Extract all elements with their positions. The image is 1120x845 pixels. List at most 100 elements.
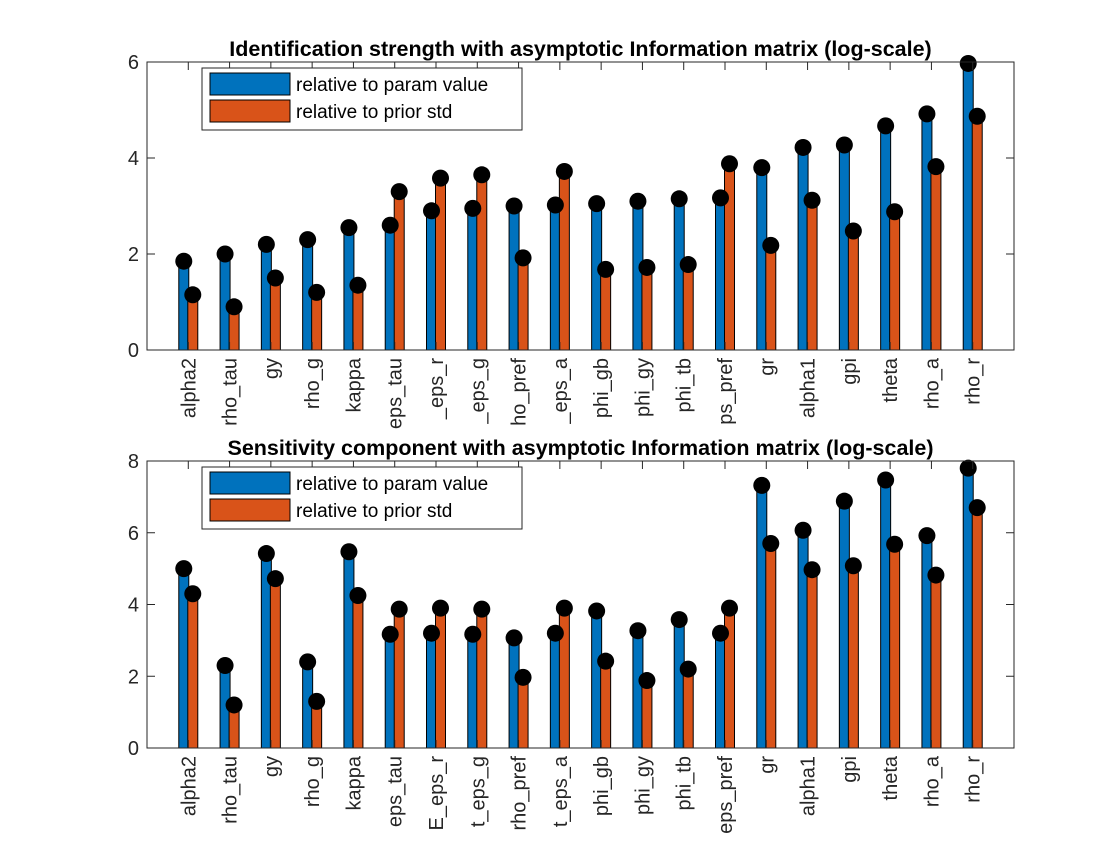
axes-frame <box>146 61 1015 351</box>
point-marker <box>514 249 532 267</box>
point-marker <box>877 117 895 135</box>
point-marker <box>712 189 729 207</box>
bar-prior-std <box>806 199 818 351</box>
legend-label: relative to prior std <box>296 102 452 123</box>
y-tick-label: 2 <box>128 244 139 266</box>
point-marker <box>432 169 449 187</box>
point-marker <box>340 543 358 561</box>
point-marker <box>505 197 523 215</box>
bar-prior-std <box>393 191 405 351</box>
x-tick-label: theta <box>880 357 902 402</box>
point-marker <box>794 138 812 156</box>
bar-prior-std <box>682 264 694 351</box>
point-marker <box>762 535 780 553</box>
point-marker <box>555 162 573 180</box>
bar-prior-std <box>311 291 323 351</box>
x-tick-label: alpha1 <box>798 358 820 418</box>
point-marker <box>308 283 326 301</box>
x-tick-label: gy <box>261 756 283 777</box>
point-marker <box>473 600 491 618</box>
bar-prior-std <box>517 257 529 351</box>
x-tick-label: phi_gy <box>632 756 654 815</box>
bar-prior-std <box>971 507 983 749</box>
x-tick-label: t_eps_g <box>467 756 489 827</box>
point-marker <box>670 190 688 208</box>
x-tick-label: phi_tb <box>674 358 696 413</box>
point-marker <box>514 668 532 686</box>
point-marker <box>638 672 656 690</box>
y-tick-label: 6 <box>128 52 139 74</box>
x-tick-label: alpha1 <box>798 756 820 816</box>
y-tick-label: 6 <box>128 523 139 545</box>
point-marker <box>175 252 193 270</box>
point-marker <box>803 191 821 209</box>
point-marker <box>629 192 647 210</box>
x-tick-label: phi_gb <box>591 358 613 418</box>
point-marker <box>588 602 606 620</box>
x-tick-label: ho_pref <box>509 358 531 426</box>
point-marker <box>679 256 697 274</box>
point-marker <box>588 195 606 213</box>
bar-prior-std <box>971 115 983 351</box>
x-tick-label: rho_a <box>921 755 943 807</box>
x-tick-label: rho_r <box>963 358 985 405</box>
bar-prior-std <box>765 543 777 749</box>
chart-title: Identification strength with asymptotic … <box>229 37 931 61</box>
point-marker <box>886 535 904 553</box>
x-tick-label: rho_tau <box>220 358 242 426</box>
legend-swatch <box>209 471 291 495</box>
point-marker <box>225 298 243 316</box>
point-marker <box>266 570 284 588</box>
y-tick-label: 4 <box>128 148 139 170</box>
point-marker <box>299 231 317 249</box>
point-marker <box>423 202 440 220</box>
point-marker <box>638 258 656 276</box>
bar-prior-std <box>269 277 281 351</box>
point-marker <box>390 183 408 201</box>
point-marker <box>505 629 523 647</box>
x-tick-label: eps_tau <box>385 756 407 827</box>
point-marker <box>629 622 647 640</box>
x-tick-label: theta <box>880 755 902 800</box>
point-marker <box>257 545 275 563</box>
point-marker <box>432 599 449 617</box>
bar-prior-std <box>641 266 653 351</box>
point-marker <box>390 600 408 618</box>
point-marker <box>597 652 615 670</box>
chart-2: 0 2 4 6 8 alpha2 rho_tau gy rho_g kappa eps_tau E_e… <box>128 436 1015 834</box>
point-marker <box>257 235 275 253</box>
x-tick-label: gpi <box>839 358 861 385</box>
x-tick-label: rho_g <box>302 756 324 807</box>
point-marker <box>968 499 986 517</box>
x-tick-label: eps_tau <box>385 358 407 429</box>
point-marker <box>753 159 771 177</box>
point-marker <box>546 196 564 214</box>
point-marker <box>546 624 564 642</box>
x-tick-label: phi_gb <box>591 756 613 816</box>
legend-label: relative to param value <box>296 474 488 495</box>
bar-prior-std <box>889 543 901 749</box>
bar-prior-std <box>600 660 612 749</box>
point-marker <box>927 566 945 584</box>
legend-swatch <box>209 99 291 123</box>
point-marker <box>886 203 904 221</box>
point-marker <box>968 107 986 125</box>
point-marker <box>464 625 482 643</box>
point-marker <box>753 476 771 494</box>
point-marker <box>877 471 895 489</box>
x-tick-label: _eps_g <box>467 358 489 425</box>
point-marker <box>959 54 977 72</box>
x-tick-label: rho_r <box>963 756 985 803</box>
x-tick-label: ps_pref <box>715 358 737 425</box>
point-marker <box>299 653 317 671</box>
x-tick-label: kappa <box>343 755 365 810</box>
legend-label: relative to prior std <box>296 501 452 522</box>
bar-prior-std <box>352 595 364 749</box>
point-marker <box>597 260 615 278</box>
point-marker <box>918 105 936 123</box>
x-tick-label: rho_a <box>921 357 943 409</box>
x-tick-label: gy <box>261 358 283 379</box>
x-tick-label: alpha2 <box>178 756 200 816</box>
bar-prior-std <box>269 578 281 749</box>
point-marker <box>225 696 243 714</box>
